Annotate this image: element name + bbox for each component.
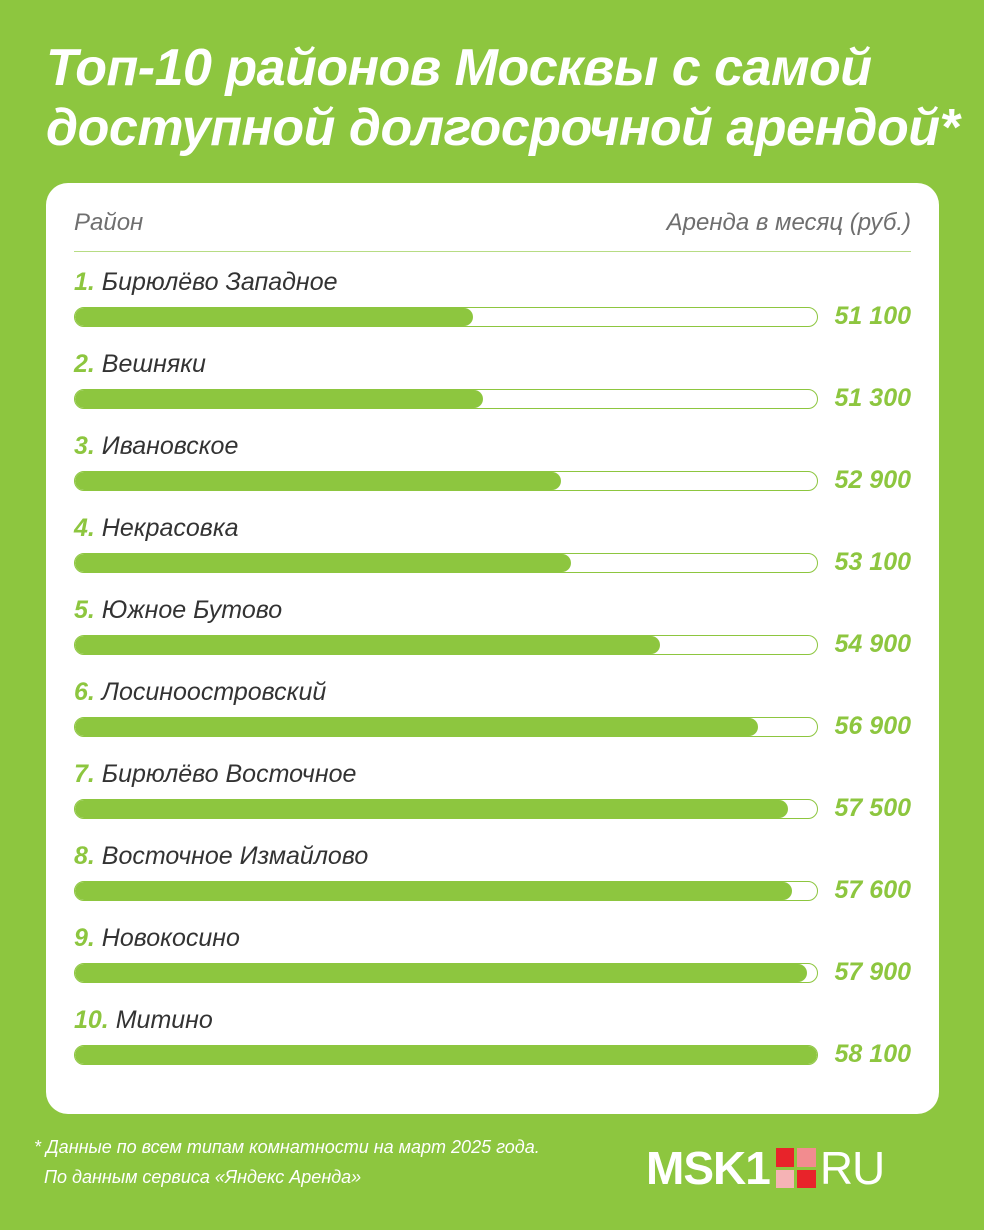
bar-rank: 4. [74,514,95,542]
bar-rank: 3. [74,432,95,460]
logo-square [775,1148,795,1167]
bar-track [74,799,818,819]
district-name: Некрасовка [94,514,239,542]
bar-label: 4. Некрасовка [74,514,239,543]
bar-track [74,881,818,901]
district-name: Вешняки [94,350,206,378]
bar-track [74,307,818,327]
district-name: Ивановское [94,432,239,460]
bar-track [74,717,818,737]
bar-value-label: 57 600 [834,876,911,904]
bar-rank: 7. [74,760,95,788]
bar-row: 9. Новокосино 57 900 [74,924,911,994]
bar-track [74,389,818,409]
bar [75,882,793,900]
logo-mark-icon [775,1148,816,1188]
logo-text-left: MSK1 [646,1142,771,1194]
district-name: Митино [108,1006,213,1034]
bar [75,964,808,982]
bar-label: 2. Вешняки [74,350,206,379]
table-header: Район Аренда в месяц (руб.) [74,207,911,252]
bar-rank: 6. [74,678,95,706]
logo-square [797,1148,816,1167]
bar-label: 10. Митино [74,1006,213,1035]
bar-value-label: 57 500 [834,794,911,822]
column-header-district: Район [74,209,144,236]
bar [75,390,483,408]
bar-row: 6. Лосиноостровский 56 900 [74,678,911,748]
logo-text-right: RU [819,1142,885,1194]
bar-track [74,1045,818,1065]
bar-chart: 1. Бирюлёво Западное 51 100 2. Вешняки 51 3… [46,183,939,1114]
bar-row: 4. Некрасовка 53 100 [74,514,911,584]
bar-value-label: 56 900 [834,712,911,740]
bar [75,718,759,736]
bar-value-label: 58 100 [834,1040,911,1068]
bar-row: 8. Восточное Измайлово 57 600 [74,842,911,912]
bar-value-label: 57 900 [834,958,911,986]
bar-row: 1. Бирюлёво Западное 51 100 [74,268,911,338]
bar-label: 6. Лосиноостровский [74,678,326,707]
bar-row: 5. Южное Бутово 54 900 [74,596,911,666]
bar-label: 5. Южное Бутово [74,596,282,625]
district-name: Бирюлёво Восточное [94,760,357,788]
bar-rank: 1. [74,268,95,296]
logo-square [797,1169,816,1188]
bar-label: 3. Ивановское [74,432,238,461]
footnote-line-2: По данным сервиса «Яндекс Аренда» [44,1167,362,1187]
district-name: Новокосино [94,924,240,952]
bar [75,1046,817,1064]
bar-row: 10. Митино 58 100 [74,1006,911,1076]
bar-value-label: 52 900 [834,466,911,494]
district-name: Южное Бутово [94,596,283,624]
bar-track [74,471,818,491]
bar [75,554,572,572]
bar-value-label: 51 300 [834,384,911,412]
bar [75,800,788,818]
bar [75,308,474,326]
bar-rank: 8. [74,842,95,870]
bar-rank: 2. [74,350,95,378]
logo-square [775,1169,795,1188]
district-name: Бирюлёво Западное [94,268,338,296]
district-name: Лосиноостровский [94,678,327,706]
bar [75,472,562,490]
bar-label: 9. Новокосино [74,924,240,953]
bar-label: 1. Бирюлёво Западное [74,268,338,297]
bar-rank: 9. [74,924,95,952]
bar-track [74,553,818,573]
bar-label: 8. Восточное Измайлово [74,842,368,871]
bar [75,636,660,654]
bar-rank: 5. [74,596,95,624]
bar-track [74,635,818,655]
column-header-rent: Аренда в месяц (руб.) [666,209,911,236]
bar-value-label: 54 900 [834,630,911,658]
bar-rank: 10. [74,1006,109,1034]
bar-label: 7. Бирюлёво Восточное [74,760,356,789]
msk1-logo: MSK1 RU [646,1142,885,1194]
chart-card: Район Аренда в месяц (руб.) 1. Бирюлёво … [46,183,939,1114]
bar-value-label: 51 100 [834,302,911,330]
bar-row: 3. Ивановское 52 900 [74,432,911,502]
bar-row: 7. Бирюлёво Восточное 57 500 [74,760,911,830]
footnote-line-1: * Данные по всем типам комнатности на ма… [34,1137,540,1157]
bar-track [74,963,818,983]
page-title: Топ-10 районов Москвы с самой доступной … [46,39,960,157]
bar-value-label: 53 100 [834,548,911,576]
bar-row: 2. Вешняки 51 300 [74,350,911,420]
district-name: Восточное Измайлово [94,842,369,870]
footnote: * Данные по всем типам комнатности на ма… [34,1132,540,1192]
